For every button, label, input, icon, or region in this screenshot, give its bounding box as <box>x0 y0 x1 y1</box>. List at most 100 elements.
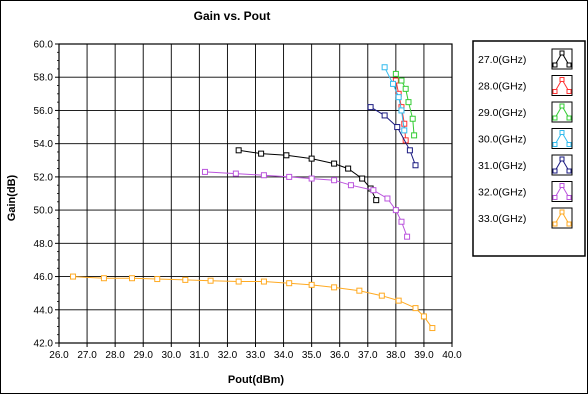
data-point <box>286 173 293 180</box>
data-point <box>381 64 388 71</box>
data-point <box>331 177 338 184</box>
y-tick-label: 58.0 <box>34 73 54 84</box>
y-tick-label: 50.0 <box>34 206 54 217</box>
data-point <box>420 313 427 320</box>
legend-marker <box>552 195 558 200</box>
x-axis-label: Pout(dBm) <box>228 374 285 386</box>
data-point <box>260 172 267 179</box>
x-tick-label: 27.0 <box>77 350 97 361</box>
data-point <box>390 80 397 87</box>
data-point <box>283 152 290 159</box>
legend-marker <box>559 77 565 82</box>
data-point <box>100 275 107 282</box>
y-tick-label: 46.0 <box>34 272 54 283</box>
x-axis-ticks: 26.0 27.0 28.0 29.0 30.0 31.0 32.0 33.0 34.0 35.0… <box>49 343 462 361</box>
data-point <box>331 160 338 167</box>
data-point <box>359 175 366 182</box>
x-tick-label: 28.0 <box>105 350 125 361</box>
data-point <box>411 132 418 139</box>
legend-marker <box>566 89 572 94</box>
grid-lines <box>59 44 452 343</box>
data-point <box>398 218 405 225</box>
legend-label: 30.0(GHz) <box>478 134 526 146</box>
x-tick-label: 39.0 <box>414 350 434 361</box>
data-point <box>128 275 135 282</box>
data-point <box>404 233 411 240</box>
data-point <box>392 207 399 214</box>
legend-marker <box>559 130 565 135</box>
series-6 <box>201 168 411 240</box>
y-tick-label: 42.0 <box>34 339 54 350</box>
x-tick-label: 30.0 <box>162 350 182 361</box>
x-tick-label: 26.0 <box>49 350 69 361</box>
y-tick-label: 44.0 <box>34 305 54 316</box>
legend-marker <box>566 195 572 200</box>
x-tick-label: 37.0 <box>358 350 378 361</box>
series-4 <box>381 64 408 134</box>
legend-label: 28.0(GHz) <box>478 81 526 93</box>
legend-marker <box>559 50 565 56</box>
legend-label: 31.0(GHz) <box>478 160 526 172</box>
data-point <box>347 182 354 189</box>
data-point <box>384 195 391 202</box>
legend-marker <box>552 62 558 68</box>
data-point <box>345 165 352 172</box>
legend: 27.0(GHz) 28.0(GHz) 29.0(GHz) 30.0(GHz) 31.0… <box>472 40 586 257</box>
legend-marker <box>552 168 558 174</box>
series-7 <box>70 273 436 332</box>
data-point <box>70 273 77 280</box>
data-point <box>378 292 385 299</box>
x-tick-label: 34.0 <box>274 350 294 361</box>
series-3 <box>392 70 418 139</box>
data-point <box>395 94 402 101</box>
y-tick-label: 52.0 <box>34 172 54 183</box>
x-tick-label: 32.0 <box>218 350 238 361</box>
legend-marker <box>559 156 565 162</box>
legend-marker <box>552 89 558 94</box>
data-point <box>394 124 401 131</box>
legend-marker <box>552 115 558 121</box>
legend-marker <box>566 168 572 174</box>
legend-marker <box>552 142 558 147</box>
series-5 <box>367 104 419 169</box>
data-point <box>154 276 161 283</box>
x-tick-label: 35.0 <box>302 350 322 361</box>
data-point <box>381 112 388 119</box>
x-tick-label: 31.0 <box>190 350 210 361</box>
data-point <box>398 107 405 114</box>
legend-marker <box>552 221 558 227</box>
legend-marker <box>559 103 565 109</box>
y-axis-label: Gain(dB) <box>6 174 18 221</box>
x-tick-label: 36.0 <box>330 350 350 361</box>
legend-label: 32.0(GHz) <box>478 187 526 199</box>
data-point <box>398 77 405 84</box>
data-point <box>232 170 239 177</box>
legend-label: 27.0(GHz) <box>478 54 526 66</box>
legend-marker <box>566 62 572 68</box>
data-point <box>356 287 363 294</box>
legend-marker <box>566 221 572 227</box>
data-point <box>308 155 315 162</box>
data-point <box>392 70 399 77</box>
data-point <box>401 127 408 134</box>
data-point <box>406 147 413 154</box>
data-point <box>412 305 419 312</box>
x-tick-label: 40.0 <box>442 350 462 361</box>
data-point <box>235 278 242 285</box>
x-tick-label: 38.0 <box>386 350 406 361</box>
y-tick-label: 60.0 <box>34 40 54 51</box>
data-point <box>207 277 214 284</box>
legend-marker <box>559 183 565 188</box>
legend-marker <box>566 115 572 121</box>
y-tick-label: 48.0 <box>34 239 54 250</box>
series-group <box>70 64 436 332</box>
y-tick-label: 56.0 <box>34 106 54 117</box>
y-tick-label: 54.0 <box>34 139 54 150</box>
data-point <box>370 187 377 194</box>
y-axis-ticks: 42.0 44.0 46.0 48.0 50.0 52.0 54.0 56.0 58.0 60.0 <box>34 40 59 350</box>
data-point <box>286 280 293 287</box>
data-point <box>373 197 380 204</box>
data-point <box>409 115 416 122</box>
data-point <box>401 120 408 127</box>
